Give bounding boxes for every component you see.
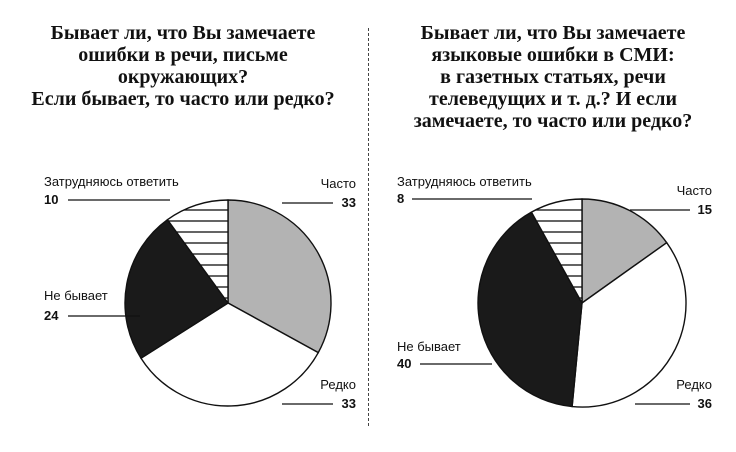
chart-title-2: Бывает ли, что Вы замечаете языковые оши…: [380, 22, 726, 132]
panel-divider: [368, 28, 369, 426]
chart-title-1-line-2: ошибки в речи, письме: [78, 44, 288, 66]
pie-slice-never: [477, 211, 583, 408]
slice-label-often: Часто: [677, 183, 712, 198]
slice-value-often: 15: [698, 202, 712, 217]
slice-value-rarely: 33: [342, 396, 356, 411]
slice-label-never: Не бывает: [44, 288, 108, 303]
chart-title-1: Бывает ли, что Вы замечаете ошибки в реч…: [10, 22, 356, 110]
slice-label-rarely: Редко: [320, 377, 356, 392]
slice-label-often: Часто: [321, 176, 356, 191]
chart-panel-1: Бывает ли, что Вы замечаете ошибки в реч…: [0, 0, 366, 452]
slice-label-never: Не бывает: [397, 339, 461, 354]
chart-panel-2: Бывает ли, что Вы замечаете языковые оши…: [370, 0, 736, 452]
slice-value-never: 24: [44, 308, 59, 323]
slice-value-never: 40: [397, 356, 411, 371]
slice-value-no-answer: 8: [397, 191, 404, 206]
slice-label-no-answer: Затрудняюсь ответить: [397, 174, 532, 189]
pie-slice-no-answer: [530, 198, 583, 304]
chart-title-1-line-1: Бывает ли, что Вы замечаете: [50, 22, 316, 44]
chart-title-2-line-1: Бывает ли, что Вы замечаете: [420, 22, 686, 44]
slice-label-rarely: Редко: [676, 377, 712, 392]
chart-title-2-line-3: в газетных статьях, речи: [440, 66, 666, 88]
slice-value-often: 33: [342, 195, 356, 210]
pie-chart-2: Часто 15 Редко 36 Не бывает 40 Затрудняюсь отв…: [397, 174, 712, 411]
slice-value-no-answer: 10: [44, 192, 58, 207]
pie-slice-often: [581, 198, 668, 304]
pie-slice-rarely: [571, 241, 687, 408]
pie-slice-no-answer: [166, 199, 229, 304]
pie-slice-rarely: [140, 302, 319, 407]
slice-value-rarely: 36: [698, 396, 712, 411]
chart-title-2-line-5: замечаете, то часто или редко?: [413, 110, 693, 132]
slice-label-no-answer: Затрудняюсь ответить: [44, 174, 179, 189]
chart-title-2-line-2: языковые ошибки в СМИ:: [431, 44, 675, 66]
chart-title-2-line-4: телеведущих и т. д.? И если: [429, 88, 677, 110]
pie-slice-never: [124, 218, 229, 359]
pie-chart-1: Часто 33 Редко 33 Не бывает 24 Затрудняюсь отв…: [44, 174, 356, 411]
chart-title-1-line-3: окружающих?: [117, 66, 249, 88]
chart-title-1-line-4: Если бывает, то часто или редко?: [31, 88, 335, 110]
pie-slice-often: [227, 199, 332, 354]
